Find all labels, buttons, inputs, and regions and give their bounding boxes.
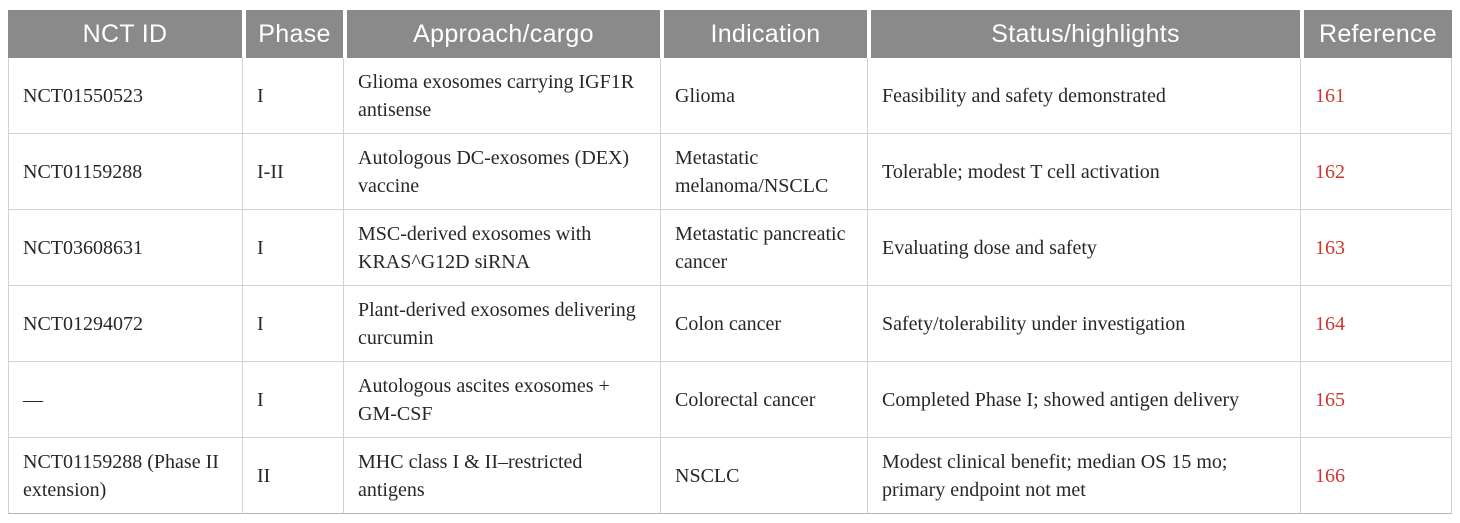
table-row: NCT01159288 (Phase II extension) II MHC … [8,438,1452,514]
cell-status: Tolerable; modest T cell activation [867,134,1300,210]
table-header: NCT ID Phase Approach/cargo Indication S… [8,10,1452,58]
cell-indication: Colorectal cancer [660,362,867,438]
cell-indication: Glioma [660,58,867,134]
table-row: NCT03608631 I MSC-derived exosomes with … [8,210,1452,286]
cell-approach: Autologous DC-exosomes (DEX) vaccine [343,134,660,210]
clinical-trials-table: NCT ID Phase Approach/cargo Indication S… [8,10,1452,514]
cell-phase: I [242,210,343,286]
reference-link[interactable]: 164 [1315,312,1345,335]
cell-phase: I [242,58,343,134]
cell-nct-id: NCT01294072 [8,286,242,362]
cell-status: Completed Phase I; showed antigen delive… [867,362,1300,438]
cell-nct-id: NCT01550523 [8,58,242,134]
table-row: NCT01294072 I Plant-derived exosomes del… [8,286,1452,362]
cell-indication: Metastatic pancreatic cancer [660,210,867,286]
cell-reference: 161 [1300,58,1452,134]
cell-indication: NSCLC [660,438,867,514]
cell-status: Feasibility and safety demonstrated [867,58,1300,134]
cell-phase: I [242,362,343,438]
reference-link[interactable]: 162 [1315,160,1345,183]
reference-link[interactable]: 163 [1315,236,1345,259]
table-body: NCT01550523 I Glioma exosomes carrying I… [8,58,1452,514]
table-row: NCT01550523 I Glioma exosomes carrying I… [8,58,1452,134]
column-header-approach-cargo: Approach/cargo [343,10,660,58]
cell-status: Safety/tolerability under investigation [867,286,1300,362]
cell-indication: Colon cancer [660,286,867,362]
cell-phase: I-II [242,134,343,210]
cell-approach: MHC class I & II–restricted antigens [343,438,660,514]
cell-reference: 165 [1300,362,1452,438]
cell-reference: 162 [1300,134,1452,210]
cell-nct-id: — [8,362,242,438]
cell-approach: MSC-derived exosomes with KRAS^G12D siRN… [343,210,660,286]
column-header-phase: Phase [242,10,343,58]
reference-link[interactable]: 161 [1315,84,1345,107]
cell-nct-id: NCT01159288 [8,134,242,210]
cell-status: Evaluating dose and safety [867,210,1300,286]
column-header-nct-id: NCT ID [8,10,242,58]
cell-reference: 163 [1300,210,1452,286]
cell-nct-id: NCT03608631 [8,210,242,286]
cell-approach: Plant-derived exosomes delivering curcum… [343,286,660,362]
cell-reference: 164 [1300,286,1452,362]
cell-approach: Glioma exosomes carrying IGF1R antisense [343,58,660,134]
cell-phase: I [242,286,343,362]
column-header-indication: Indication [660,10,867,58]
reference-link[interactable]: 165 [1315,388,1345,411]
column-header-reference: Reference [1300,10,1452,58]
cell-approach: Autologous ascites exosomes + GM-CSF [343,362,660,438]
header-row: NCT ID Phase Approach/cargo Indication S… [8,10,1452,58]
cell-phase: II [242,438,343,514]
column-header-status-highlights: Status/highlights [867,10,1300,58]
table-row: — I Autologous ascites exosomes + GM-CSF… [8,362,1452,438]
cell-indication: Metastatic melanoma/NSCLC [660,134,867,210]
reference-link[interactable]: 166 [1315,464,1345,487]
cell-status: Modest clinical benefit; median OS 15 mo… [867,438,1300,514]
cell-reference: 166 [1300,438,1452,514]
cell-nct-id: NCT01159288 (Phase II extension) [8,438,242,514]
table-row: NCT01159288 I-II Autologous DC-exosomes … [8,134,1452,210]
